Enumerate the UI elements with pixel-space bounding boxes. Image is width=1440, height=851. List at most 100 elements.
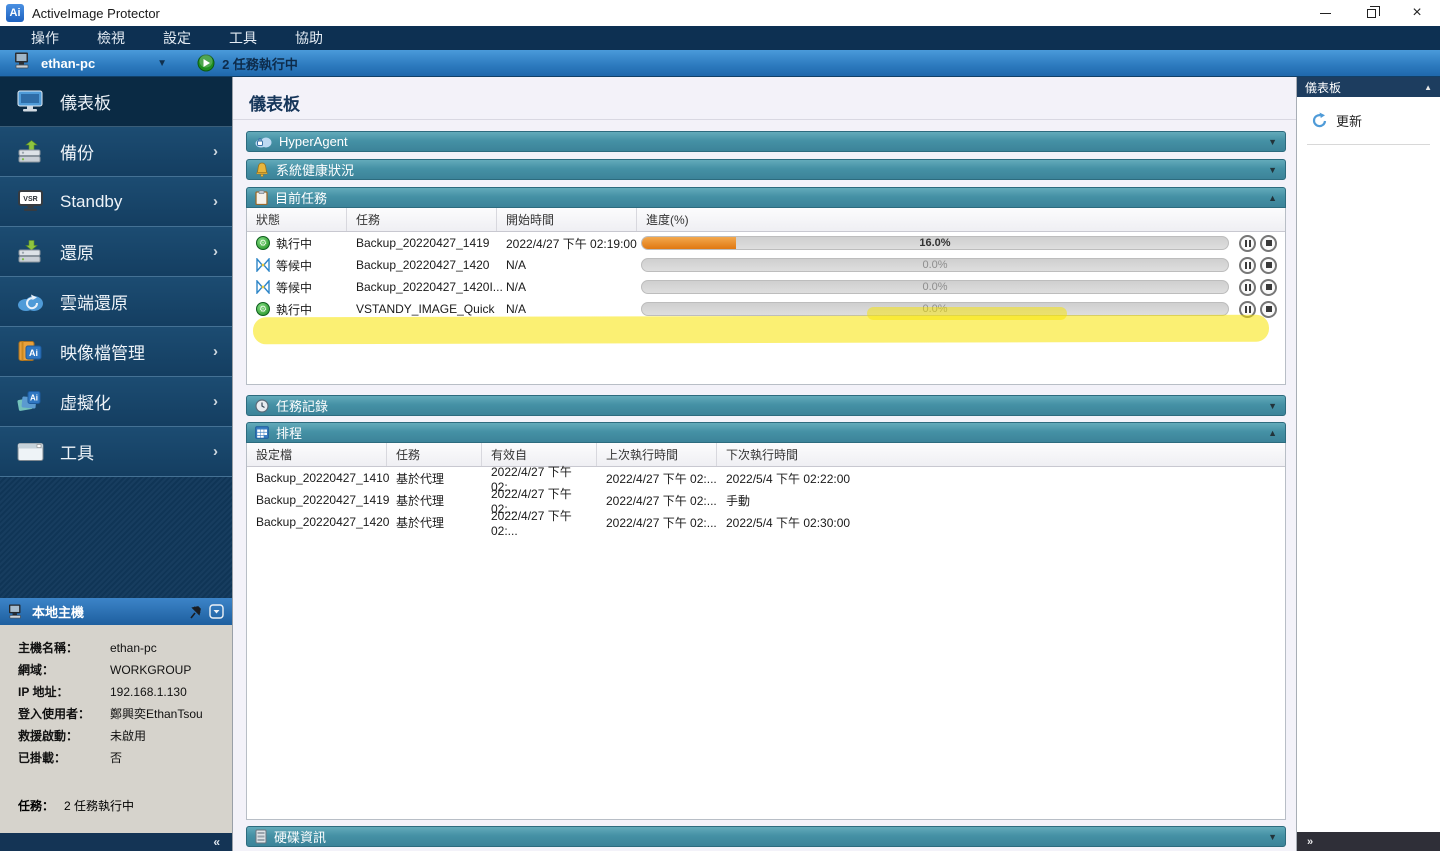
chevron-down-icon[interactable]: ▼ — [1268, 400, 1277, 411]
task-row[interactable]: ⚙ 執行中 Backup_20220427_1419 2022/4/27 下午 0… — [247, 232, 1285, 254]
column-profile[interactable]: 設定檔 — [247, 443, 387, 466]
chevron-up-icon[interactable]: ▲ — [1268, 192, 1277, 203]
dashboard-icon — [16, 90, 44, 113]
right-panel-expand-bar[interactable]: » — [1297, 832, 1440, 851]
sidebar-item-dashboard[interactable]: 儀表板 — [0, 77, 232, 127]
panel-title: HyperAgent — [279, 134, 348, 149]
sidebar-item-restore[interactable]: 還原 › — [0, 227, 232, 277]
stop-icon — [1265, 284, 1272, 290]
stop-button[interactable] — [1260, 300, 1277, 318]
pause-button[interactable] — [1239, 256, 1256, 274]
column-task[interactable]: 任務 — [387, 443, 482, 466]
chevron-right-icon: › — [213, 393, 218, 410]
menu-tools[interactable]: 工具 — [229, 30, 257, 46]
column-next-run[interactable]: 下次執行時間 — [726, 448, 799, 462]
sidebar-item-image-management[interactable]: Ai 映像檔管理 › — [0, 327, 232, 377]
local-host-panel-header[interactable]: 本地主機 — [0, 598, 232, 625]
host-detail-row: 救援啟動： 未啟用 — [18, 729, 147, 743]
menu-help[interactable]: 協助 — [295, 30, 323, 46]
schedule-header[interactable]: 排程 ▲ — [246, 422, 1286, 443]
chevron-down-icon[interactable]: ▼ — [1268, 831, 1277, 842]
schedule-grid-icon — [255, 426, 269, 439]
refresh-icon — [1312, 112, 1327, 128]
next-run-time: 2022/5/4 下午 02:30:00 — [726, 515, 851, 530]
valid-from: 2022/4/27 下午 02:... — [491, 464, 572, 494]
host-task-row: 任務： 2 任務執行中 — [18, 799, 135, 813]
running-tasks-badge[interactable]: 2 任務執行中 — [197, 54, 298, 73]
play-icon — [197, 54, 215, 72]
pause-icon — [1244, 283, 1251, 291]
pin-icon[interactable] — [188, 605, 202, 619]
hard-disk-icon — [255, 829, 267, 844]
sidebar-item-label: 映像檔管理 — [60, 344, 145, 363]
menu-view[interactable]: 檢視 — [97, 30, 125, 46]
local-host-title: 本地主機 — [32, 605, 85, 620]
host-dropdown-icon[interactable]: ▼ — [157, 57, 168, 69]
pause-button[interactable] — [1239, 300, 1256, 318]
menu-settings[interactable]: 設定 — [163, 30, 191, 46]
column-valid-from[interactable]: 有效自 — [482, 443, 597, 466]
restore-icon — [16, 240, 44, 263]
sidebar-item-label: Standby — [60, 191, 123, 211]
stop-button[interactable] — [1260, 234, 1277, 252]
disk-info-header[interactable]: 硬碟資訊 ▼ — [246, 826, 1286, 847]
panel-dropdown-icon[interactable] — [209, 604, 224, 619]
right-panel-title: 儀表板 — [1305, 80, 1342, 95]
schedule-row[interactable]: Backup_20220427_1420 基於代理 2022/4/27 下午 0… — [247, 509, 1285, 538]
schedule-row[interactable]: Backup_20220427_1410 基於代理 2022/4/27 下午 0… — [247, 465, 1285, 494]
right-panel: 儀表板 ▲ 更新 » — [1296, 77, 1440, 851]
hyperagent-header[interactable]: HyperAgent ▼ — [246, 131, 1286, 152]
task-row[interactable]: 等候中 Backup_20220427_1420 N/A 0.0% — [247, 254, 1285, 276]
stop-icon — [1265, 240, 1272, 246]
virtualization-icon: Ai — [16, 390, 44, 413]
chevron-up-icon[interactable]: ▲ — [1268, 427, 1277, 438]
profile-name: Backup_20220427_1420 — [256, 515, 390, 529]
sidebar-item-cloud-restore[interactable]: 雲端還原 — [0, 277, 232, 327]
column-status[interactable]: 狀態 — [247, 208, 347, 231]
column-task[interactable]: 任務 — [347, 208, 497, 231]
right-panel-header[interactable]: 儀表板 ▲ — [1297, 77, 1440, 97]
host-detail-row: 網域： WORKGROUP — [18, 663, 192, 677]
status-label: 等候中 — [276, 280, 313, 295]
progress-label: 0.0% — [922, 281, 948, 293]
sidebar-collapse-bar[interactable]: « — [0, 833, 232, 851]
host-name: ethan-pc — [41, 55, 96, 71]
schedule-row[interactable]: Backup_20220427_1419 基於代理 2022/4/27 下午 0… — [247, 487, 1285, 516]
chevron-right-icon: › — [213, 193, 218, 210]
restore-button[interactable] — [1348, 0, 1394, 26]
system-health-header[interactable]: 系統健康狀況 ▼ — [246, 159, 1286, 180]
sidebar-item-virtualization[interactable]: Ai 虛擬化 › — [0, 377, 232, 427]
sidebar-item-tools[interactable]: 工具 › — [0, 427, 232, 477]
pause-icon — [1244, 239, 1251, 247]
stop-button[interactable] — [1260, 256, 1277, 274]
current-tasks-column-header: 狀態 任務 開始時間 進度(%) — [247, 208, 1285, 232]
minimize-button[interactable] — [1302, 0, 1348, 26]
chevron-down-icon[interactable]: ▼ — [1268, 164, 1277, 175]
close-button[interactable]: × — [1394, 0, 1440, 26]
image-management-icon: Ai — [16, 340, 44, 363]
chevron-down-icon[interactable]: ▼ — [1268, 136, 1277, 147]
chevron-right-icon: › — [213, 243, 218, 260]
chevron-up-icon[interactable]: ▲ — [1424, 82, 1432, 92]
local-host-details: 主機名稱： ethan-pc 網域： WORKGROUP IP 地址： 192.168… — [0, 625, 232, 833]
schedule-column-header: 設定檔 任務 有效自 上次執行時間 下次執行時間 — [247, 443, 1285, 467]
column-progress[interactable]: 進度(%) — [646, 213, 689, 227]
task-log-header[interactable]: 任務記錄 ▼ — [246, 395, 1286, 416]
column-start-time[interactable]: 開始時間 — [497, 208, 637, 231]
pause-button[interactable] — [1239, 234, 1256, 252]
refresh-action[interactable]: 更新 — [1297, 97, 1440, 130]
profile-name: Backup_20220427_1410 — [256, 471, 390, 485]
svg-text:VSR: VSR — [23, 196, 37, 203]
task-row[interactable]: 等候中 Backup_20220427_1420I... N/A 0.0% — [247, 276, 1285, 298]
pause-button[interactable] — [1239, 278, 1256, 296]
menu-operation[interactable]: 操作 — [31, 30, 59, 46]
sidebar: 儀表板 備份 › VSR Standby › 還原 › 雲端還原 Ai 映像檔管… — [0, 77, 232, 851]
sidebar-item-standby[interactable]: VSR Standby › — [0, 177, 232, 227]
sidebar-item-label: 還原 — [60, 244, 94, 263]
current-tasks-header[interactable]: 目前任務 ▲ — [246, 187, 1286, 208]
task-row-highlighted[interactable]: ⚙ 執行中 VSTANDY_IMAGE_Quick N/A 0.0% — [247, 298, 1285, 320]
collapse-left-icon: « — [213, 835, 220, 849]
column-last-run[interactable]: 上次執行時間 — [597, 443, 717, 466]
stop-button[interactable] — [1260, 278, 1277, 296]
sidebar-item-backup[interactable]: 備份 › — [0, 127, 232, 177]
